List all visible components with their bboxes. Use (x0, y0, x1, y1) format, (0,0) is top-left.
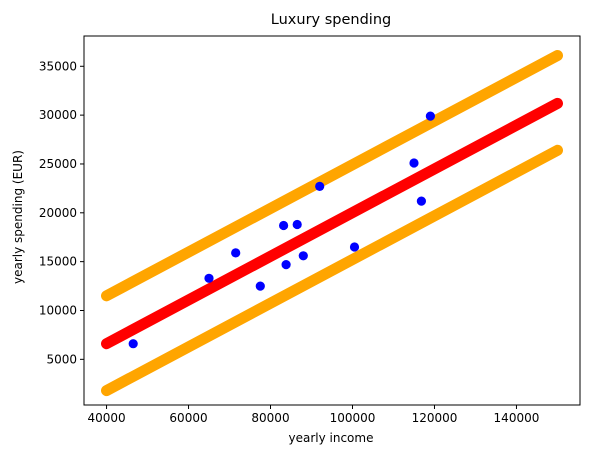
x-tick-label: 120000 (412, 411, 458, 425)
y-tick-label: 35000 (39, 59, 77, 73)
series-line-upper-band (107, 56, 558, 296)
data-point (256, 282, 265, 291)
y-tick-label: 5000 (46, 352, 77, 366)
y-tick-label: 25000 (39, 157, 77, 171)
data-point (426, 112, 435, 121)
data-point (204, 274, 213, 283)
x-axis-label: yearly income (289, 431, 374, 445)
series-layer (107, 56, 558, 391)
x-axis-ticks: 40000 60000 80000 100000 120000 140000 (87, 405, 539, 425)
y-tick-label: 10000 (39, 303, 77, 317)
data-point (409, 158, 418, 167)
data-point (282, 260, 291, 269)
data-point (315, 182, 324, 191)
x-tick-label: 40000 (87, 411, 125, 425)
data-point (417, 197, 426, 206)
y-axis-label: yearly spending (EUR) (11, 150, 25, 284)
data-point (293, 220, 302, 229)
data-point (279, 221, 288, 230)
series-line-lower-band (107, 150, 558, 390)
chart-title: Luxury spending (271, 12, 391, 28)
y-tick-label: 20000 (39, 206, 77, 220)
y-tick-label: 15000 (39, 255, 77, 269)
x-tick-label: 80000 (251, 411, 289, 425)
y-tick-label: 30000 (39, 108, 77, 122)
y-axis-ticks: 5000 10000 15000 20000 25000 30000 35000 (39, 59, 84, 366)
data-point (299, 251, 308, 260)
data-point (231, 248, 240, 257)
series-line-fit (107, 103, 558, 343)
data-point (129, 339, 138, 348)
x-tick-label: 60000 (169, 411, 207, 425)
data-point (350, 242, 359, 251)
x-tick-label: 140000 (494, 411, 540, 425)
x-tick-label: 100000 (330, 411, 376, 425)
